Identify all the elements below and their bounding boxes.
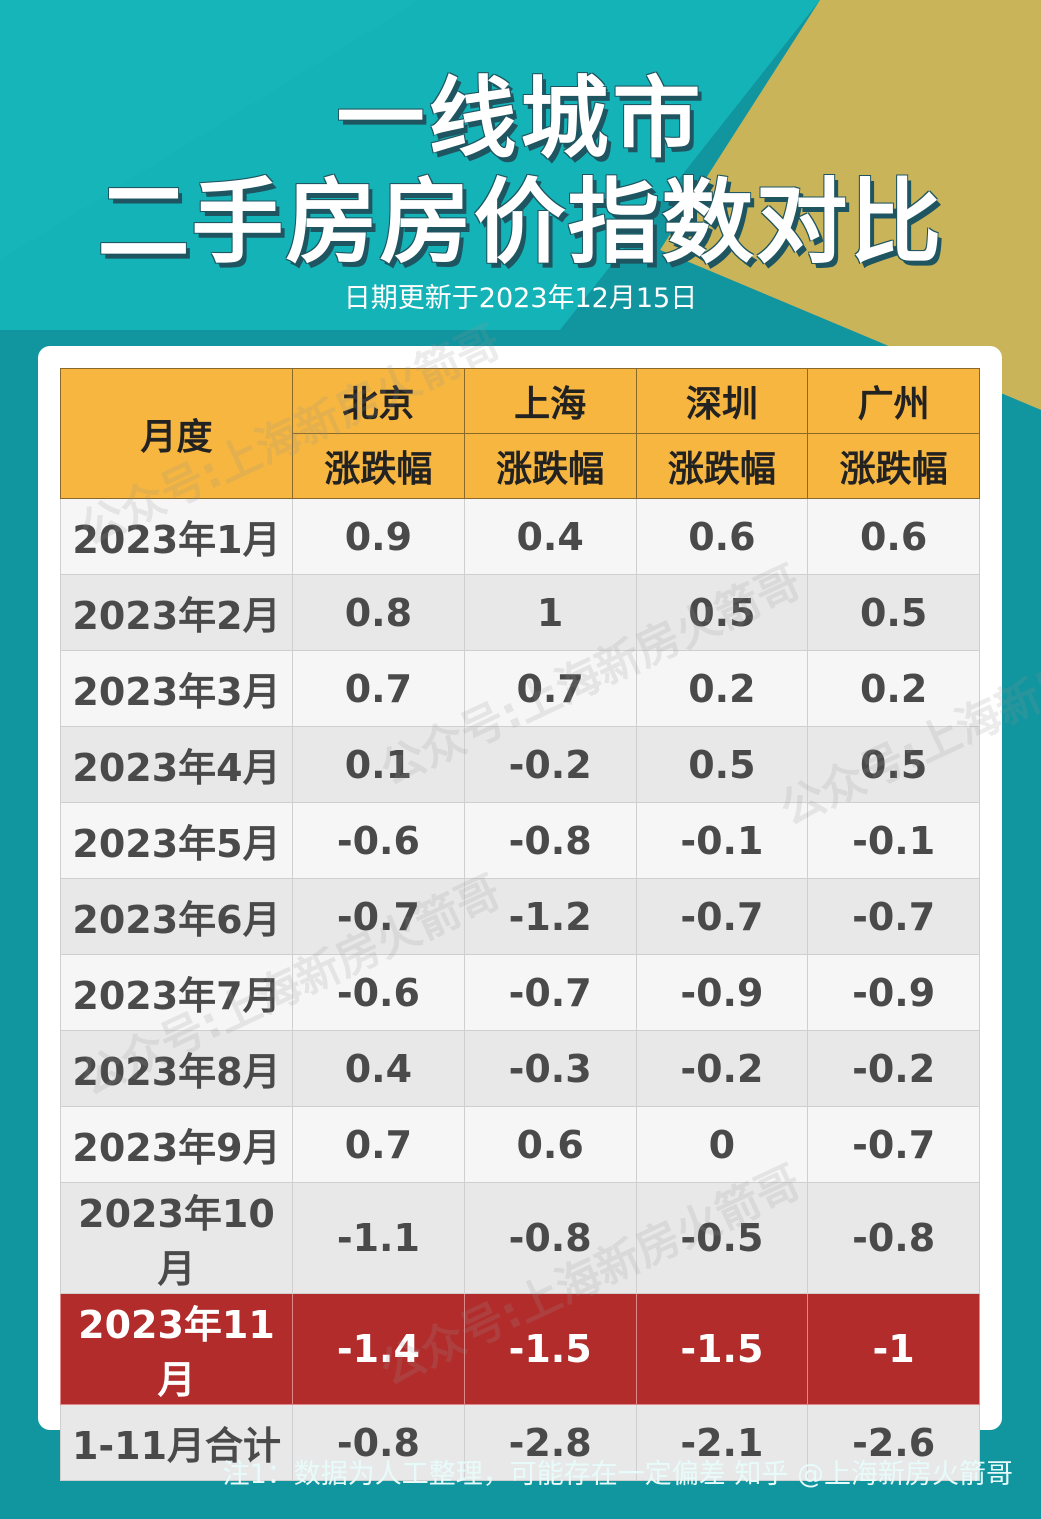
value-cell: -0.5 xyxy=(635,1182,809,1294)
value-cell: -0.6 xyxy=(292,954,465,1031)
city-header-beijing: 北京 xyxy=(292,368,465,434)
value-cell: 0.6 xyxy=(463,1106,637,1183)
month-cell: 2023年6月 xyxy=(60,878,293,955)
value-cell: -0.8 xyxy=(463,1182,637,1294)
page-title-line2: 二手房房价指数对比 xyxy=(97,169,944,276)
value-cell: -0.7 xyxy=(463,954,637,1031)
table-card: 月度 北京 上海 深圳 广州 涨跌幅 涨跌幅 涨跌幅 涨跌幅 2023年1月 0… xyxy=(38,346,1002,1481)
value-cell: 0.2 xyxy=(807,650,980,727)
update-date: 日期更新于2023年12月15日 xyxy=(343,283,698,314)
value-cell: -0.6 xyxy=(292,802,465,879)
month-cell: 1-11月合计 xyxy=(60,1404,293,1481)
month-cell: 2023年5月 xyxy=(60,802,293,879)
value-cell: -0.2 xyxy=(807,1030,980,1107)
city-header-shenzhen: 深圳 xyxy=(635,368,809,434)
value-cell: 0.7 xyxy=(292,1106,465,1183)
value-cell: -1.5 xyxy=(463,1293,637,1405)
month-cell: 2023年9月 xyxy=(60,1106,293,1183)
page-title-line1: 一线城市 xyxy=(336,67,705,170)
value-cell: 1 xyxy=(463,574,637,651)
footer-note: 注1：数据为人工整理，可能存在一定偏差 知乎 @上海新房火箭哥 xyxy=(223,1452,1013,1491)
value-cell: -0.8 xyxy=(292,1404,465,1481)
value-cell: 0.5 xyxy=(635,574,809,651)
month-cell: 2023年8月 xyxy=(60,1030,293,1107)
sub-header: 涨跌幅 xyxy=(807,433,980,499)
sub-header: 涨跌幅 xyxy=(292,433,465,499)
value-cell: -1 xyxy=(807,1293,980,1405)
value-cell: -1.1 xyxy=(292,1182,465,1294)
value-cell: -0.7 xyxy=(807,878,980,955)
value-cell: -0.9 xyxy=(635,954,809,1031)
month-cell: 2023年11月 xyxy=(60,1293,293,1405)
month-cell: 2023年2月 xyxy=(60,574,293,651)
table-row: 2023年2月 0.8 1 0.5 0.5 xyxy=(60,574,980,651)
table-row: 2023年6月 -0.7 -1.2 -0.7 -0.7 xyxy=(60,878,980,955)
value-cell: -0.2 xyxy=(463,726,637,803)
value-cell: 0.1 xyxy=(292,726,465,803)
value-cell: -2.6 xyxy=(807,1404,980,1481)
disclaimer-text: 注1：数据为人工整理，可能存在一定偏差 xyxy=(222,1459,726,1490)
month-cell: 2023年4月 xyxy=(60,726,293,803)
sub-header: 涨跌幅 xyxy=(463,433,637,499)
month-header: 月度 xyxy=(60,368,293,499)
value-cell: -0.8 xyxy=(807,1182,980,1294)
value-cell: -2.1 xyxy=(635,1404,809,1481)
table-row: 2023年4月 0.1 -0.2 0.5 0.5 xyxy=(60,726,980,803)
value-cell: 0.2 xyxy=(635,650,809,727)
value-cell: 0 xyxy=(635,1106,809,1183)
month-cell: 2023年1月 xyxy=(60,498,293,575)
value-cell: -1.4 xyxy=(292,1293,465,1405)
table-row-highlighted: 2023年11月 -1.4 -1.5 -1.5 -1 xyxy=(60,1293,980,1405)
value-cell: 0.4 xyxy=(292,1030,465,1107)
value-cell: -0.7 xyxy=(635,878,809,955)
value-cell: 0.4 xyxy=(463,498,637,575)
table-row-total: 1-11月合计 -0.8 -2.8 -2.1 -2.6 xyxy=(60,1404,980,1481)
table-row: 2023年1月 0.9 0.4 0.6 0.6 xyxy=(60,498,980,575)
price-index-table: 月度 北京 上海 深圳 广州 涨跌幅 涨跌幅 涨跌幅 涨跌幅 2023年1月 0… xyxy=(60,368,980,1481)
value-cell: -0.1 xyxy=(635,802,809,879)
value-cell: -0.9 xyxy=(807,954,980,1031)
value-cell: -0.3 xyxy=(463,1030,637,1107)
city-header-guangzhou: 广州 xyxy=(807,368,980,434)
value-cell: -0.7 xyxy=(807,1106,980,1183)
value-cell: 0.7 xyxy=(292,650,465,727)
table-row: 2023年8月 0.4 -0.3 -0.2 -0.2 xyxy=(60,1030,980,1107)
value-cell: -1.2 xyxy=(463,878,637,955)
table-row: 2023年7月 -0.6 -0.7 -0.9 -0.9 xyxy=(60,954,980,1031)
month-cell: 2023年3月 xyxy=(60,650,293,727)
table-row: 2023年5月 -0.6 -0.8 -0.1 -0.1 xyxy=(60,802,980,879)
city-header-shanghai: 上海 xyxy=(463,368,637,434)
value-cell: 0.5 xyxy=(807,726,980,803)
value-cell: -2.8 xyxy=(463,1404,637,1481)
sub-header: 涨跌幅 xyxy=(635,433,809,499)
value-cell: 0.6 xyxy=(807,498,980,575)
value-cell: 0.5 xyxy=(635,726,809,803)
table-row: 2023年10月 -1.1 -0.8 -0.5 -0.8 xyxy=(60,1182,980,1294)
value-cell: -0.2 xyxy=(635,1030,809,1107)
value-cell: 0.8 xyxy=(292,574,465,651)
month-cell: 2023年7月 xyxy=(60,954,293,1031)
month-cell: 2023年10月 xyxy=(60,1182,293,1294)
value-cell: -0.1 xyxy=(807,802,980,879)
value-cell: 0.7 xyxy=(463,650,637,727)
value-cell: -1.5 xyxy=(635,1293,809,1405)
table-row: 2023年9月 0.7 0.6 0 -0.7 xyxy=(60,1106,980,1183)
value-cell: -0.8 xyxy=(463,802,637,879)
value-cell: -0.7 xyxy=(292,878,465,955)
value-cell: 0.5 xyxy=(807,574,980,651)
value-cell: 0.6 xyxy=(635,498,809,575)
value-cell: 0.9 xyxy=(292,498,465,575)
table-row: 2023年3月 0.7 0.7 0.2 0.2 xyxy=(60,650,980,727)
author-credit: 知乎 @上海新房火箭哥 xyxy=(734,1459,1013,1490)
